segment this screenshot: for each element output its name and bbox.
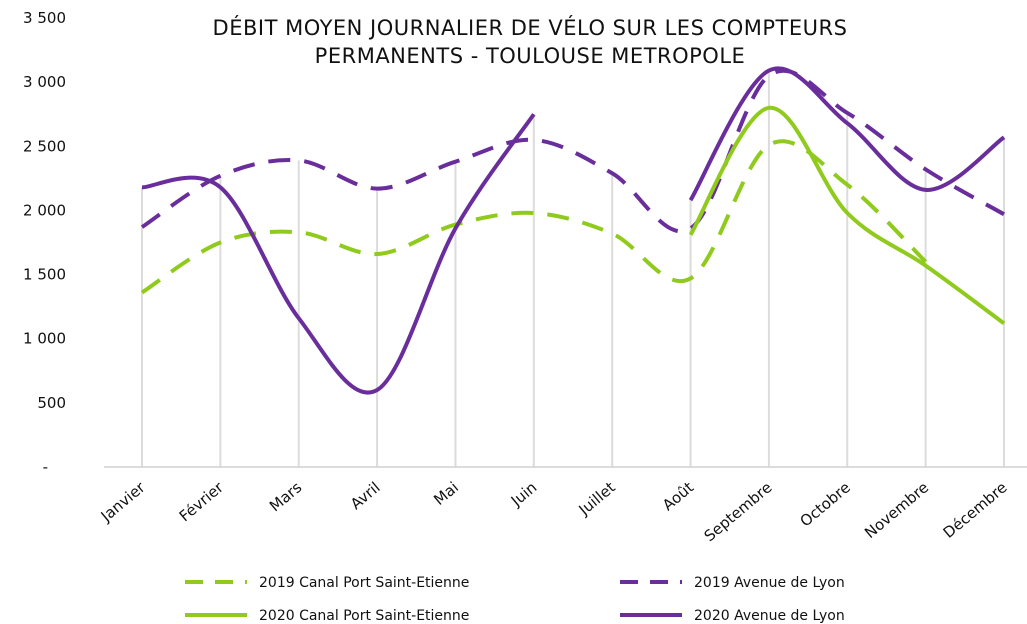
x-tick-label: Mars [266,478,305,515]
y-tick-label: 2 500 [23,137,66,155]
x-tick-label: Février [176,478,228,526]
chart-title: DÉBIT MOYEN JOURNALIER DE VÉLO SUR LES C… [212,16,848,68]
y-tick-label: 2 000 [23,201,66,219]
x-tick-label: Octobre [797,478,854,530]
x-tick-label: Novembre [861,478,932,542]
series-line [141,66,1006,395]
series-line [688,105,1006,325]
y-tick-label: - [43,458,48,476]
series-line [140,139,928,295]
x-tick-label: Mai [430,478,462,509]
x-tick-label: Août [659,478,697,514]
legend-label: 2020 Canal Port Saint-Etienne [259,608,469,624]
y-tick-label: 1 500 [23,266,66,284]
x-tick-label: Décembre [940,478,1011,542]
y-tick-label: 3 000 [23,73,66,91]
legend-label: 2019 Avenue de Lyon [694,575,845,591]
legend-label: 2019 Canal Port Saint-Etienne [259,575,469,591]
x-tick-label: Juin [507,478,540,510]
legend-label: 2020 Avenue de Lyon [694,608,845,624]
x-tick-label: Juillet [575,478,619,519]
y-tick-label: 1 000 [23,330,66,348]
x-tick-label: Septembre [701,478,776,545]
y-tick-label: 500 [37,394,66,412]
series-line [140,68,1005,233]
x-tick-label: Janvier [97,478,149,526]
x-tick-label: Avril [347,478,384,513]
y-tick-label: 3 500 [23,9,66,27]
